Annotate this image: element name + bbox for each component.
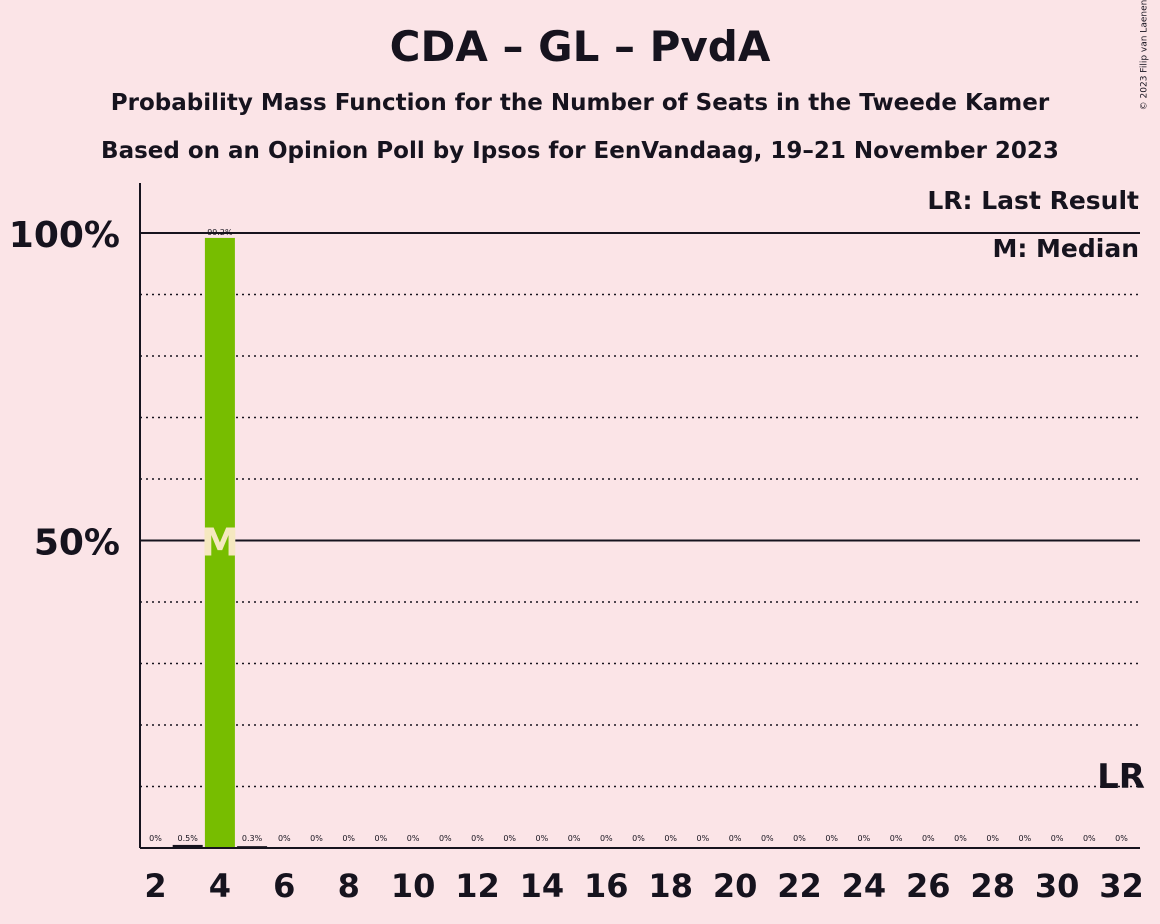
value-label-seat-14: 0% <box>536 834 549 843</box>
x-tick-label: 6 <box>273 867 295 905</box>
median-marker: M <box>201 521 239 565</box>
value-label-seat-5: 0.3% <box>242 834 263 843</box>
value-label-seat-4: 99.2% <box>207 228 233 237</box>
value-label-seat-8: 0% <box>342 834 355 843</box>
x-tick-label: 4 <box>209 867 231 905</box>
value-label-seat-6: 0% <box>278 834 291 843</box>
value-label-seat-20: 0% <box>729 834 742 843</box>
x-tick-label: 12 <box>455 867 500 905</box>
chart-title: CDA – GL – PvdA <box>389 22 771 71</box>
value-label-seat-9: 0% <box>375 834 388 843</box>
x-tick-label: 14 <box>520 867 565 905</box>
value-label-seat-7: 0% <box>310 834 323 843</box>
value-label-seat-30: 0% <box>1051 834 1064 843</box>
value-label-seat-10: 0% <box>407 834 420 843</box>
x-tick-label: 16 <box>584 867 629 905</box>
value-label-seat-11: 0% <box>439 834 452 843</box>
x-tick-label: 10 <box>391 867 436 905</box>
x-tick-label: 26 <box>906 867 951 905</box>
value-label-seat-22: 0% <box>793 834 806 843</box>
chart-subtitle-1: Probability Mass Function for the Number… <box>110 90 1050 116</box>
value-label-seat-24: 0% <box>858 834 871 843</box>
legend-last-result: LR: Last Result <box>927 186 1139 215</box>
value-label-seat-32: 0% <box>1115 834 1128 843</box>
value-label-seat-25: 0% <box>890 834 903 843</box>
value-label-seat-2: 0% <box>149 834 162 843</box>
x-tick-label: 20 <box>713 867 758 905</box>
value-label-seat-13: 0% <box>503 834 516 843</box>
value-label-seat-15: 0% <box>568 834 581 843</box>
value-label-seat-17: 0% <box>632 834 645 843</box>
value-label-seat-21: 0% <box>761 834 774 843</box>
last-result-marker: LR <box>1097 757 1145 797</box>
value-label-seat-18: 0% <box>664 834 677 843</box>
value-label-seat-12: 0% <box>471 834 484 843</box>
x-tick-label: 2 <box>144 867 166 905</box>
value-label-seat-28: 0% <box>986 834 999 843</box>
x-tick-label: 24 <box>842 867 887 905</box>
x-tick-label: 30 <box>1035 867 1080 905</box>
value-label-seat-26: 0% <box>922 834 935 843</box>
value-label-seat-23: 0% <box>825 834 838 843</box>
x-tick-label: 28 <box>970 867 1015 905</box>
y-tick-label: 50% <box>34 523 120 564</box>
bar-seat-4 <box>204 237 235 849</box>
value-label-seat-19: 0% <box>697 834 710 843</box>
x-tick-label: 18 <box>648 867 693 905</box>
y-tick-label: 100% <box>9 215 120 256</box>
legend-median: M: Median <box>992 234 1139 263</box>
x-tick-label: 8 <box>338 867 360 905</box>
value-label-seat-27: 0% <box>954 834 967 843</box>
value-label-seat-31: 0% <box>1083 834 1096 843</box>
x-tick-label: 22 <box>777 867 822 905</box>
x-tick-label: 32 <box>1099 867 1144 905</box>
value-label-seat-29: 0% <box>1019 834 1032 843</box>
value-label-seat-3: 0.5% <box>178 834 199 843</box>
value-label-seat-16: 0% <box>600 834 613 843</box>
chart-subtitle-2: Based on an Opinion Poll by Ipsos for Ee… <box>101 138 1059 164</box>
bar-seat-3 <box>172 844 203 848</box>
